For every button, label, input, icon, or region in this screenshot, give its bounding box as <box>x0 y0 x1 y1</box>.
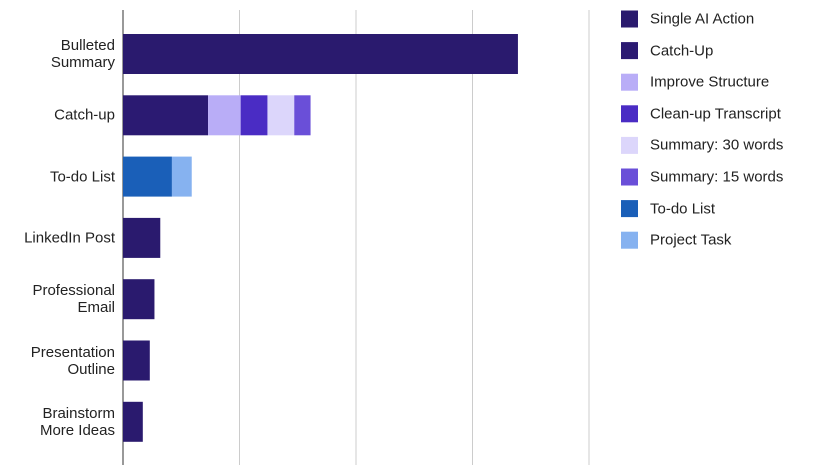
legend-label: Improve Structure <box>650 73 770 91</box>
legend-label: Summary: 30 words <box>650 136 784 154</box>
legend-swatch <box>621 231 638 249</box>
y-tick-label: Catch-up <box>54 106 115 124</box>
legend-label: To-do List <box>650 200 716 218</box>
bar <box>240 95 268 136</box>
legend-label: Summary: 15 words <box>650 168 784 186</box>
bar <box>267 95 295 136</box>
bar <box>123 34 518 74</box>
legend-label: Project Task <box>650 231 732 249</box>
y-tick-label: Presentation Outline <box>30 343 115 378</box>
y-tick-label: LinkedIn Post <box>24 229 115 247</box>
bar <box>123 340 150 381</box>
bar <box>171 156 192 197</box>
bar <box>123 156 172 197</box>
legend-swatch <box>621 105 638 123</box>
legend-label: Clean-up Transcript <box>650 105 781 123</box>
legend-label: Catch-Up <box>650 42 714 60</box>
y-tick-label: Professional Email <box>32 282 115 317</box>
bar <box>123 95 209 136</box>
bar <box>123 279 155 320</box>
legend-swatch <box>621 10 638 28</box>
y-tick-label: Bulleted Summary <box>50 37 115 71</box>
legend-swatch <box>621 200 638 218</box>
bar <box>123 217 161 258</box>
legend-swatch <box>621 42 638 60</box>
legend-swatch <box>621 73 638 91</box>
y-tick-label: To-do List <box>49 168 115 186</box>
legend-swatch <box>621 168 638 186</box>
legend-label: Single AI Action <box>650 10 755 28</box>
y-tick-label: Brainstorm More Ideas <box>39 404 115 439</box>
bar <box>208 95 241 136</box>
bar <box>123 401 143 442</box>
bar <box>294 95 311 136</box>
legend-swatch <box>621 136 638 154</box>
